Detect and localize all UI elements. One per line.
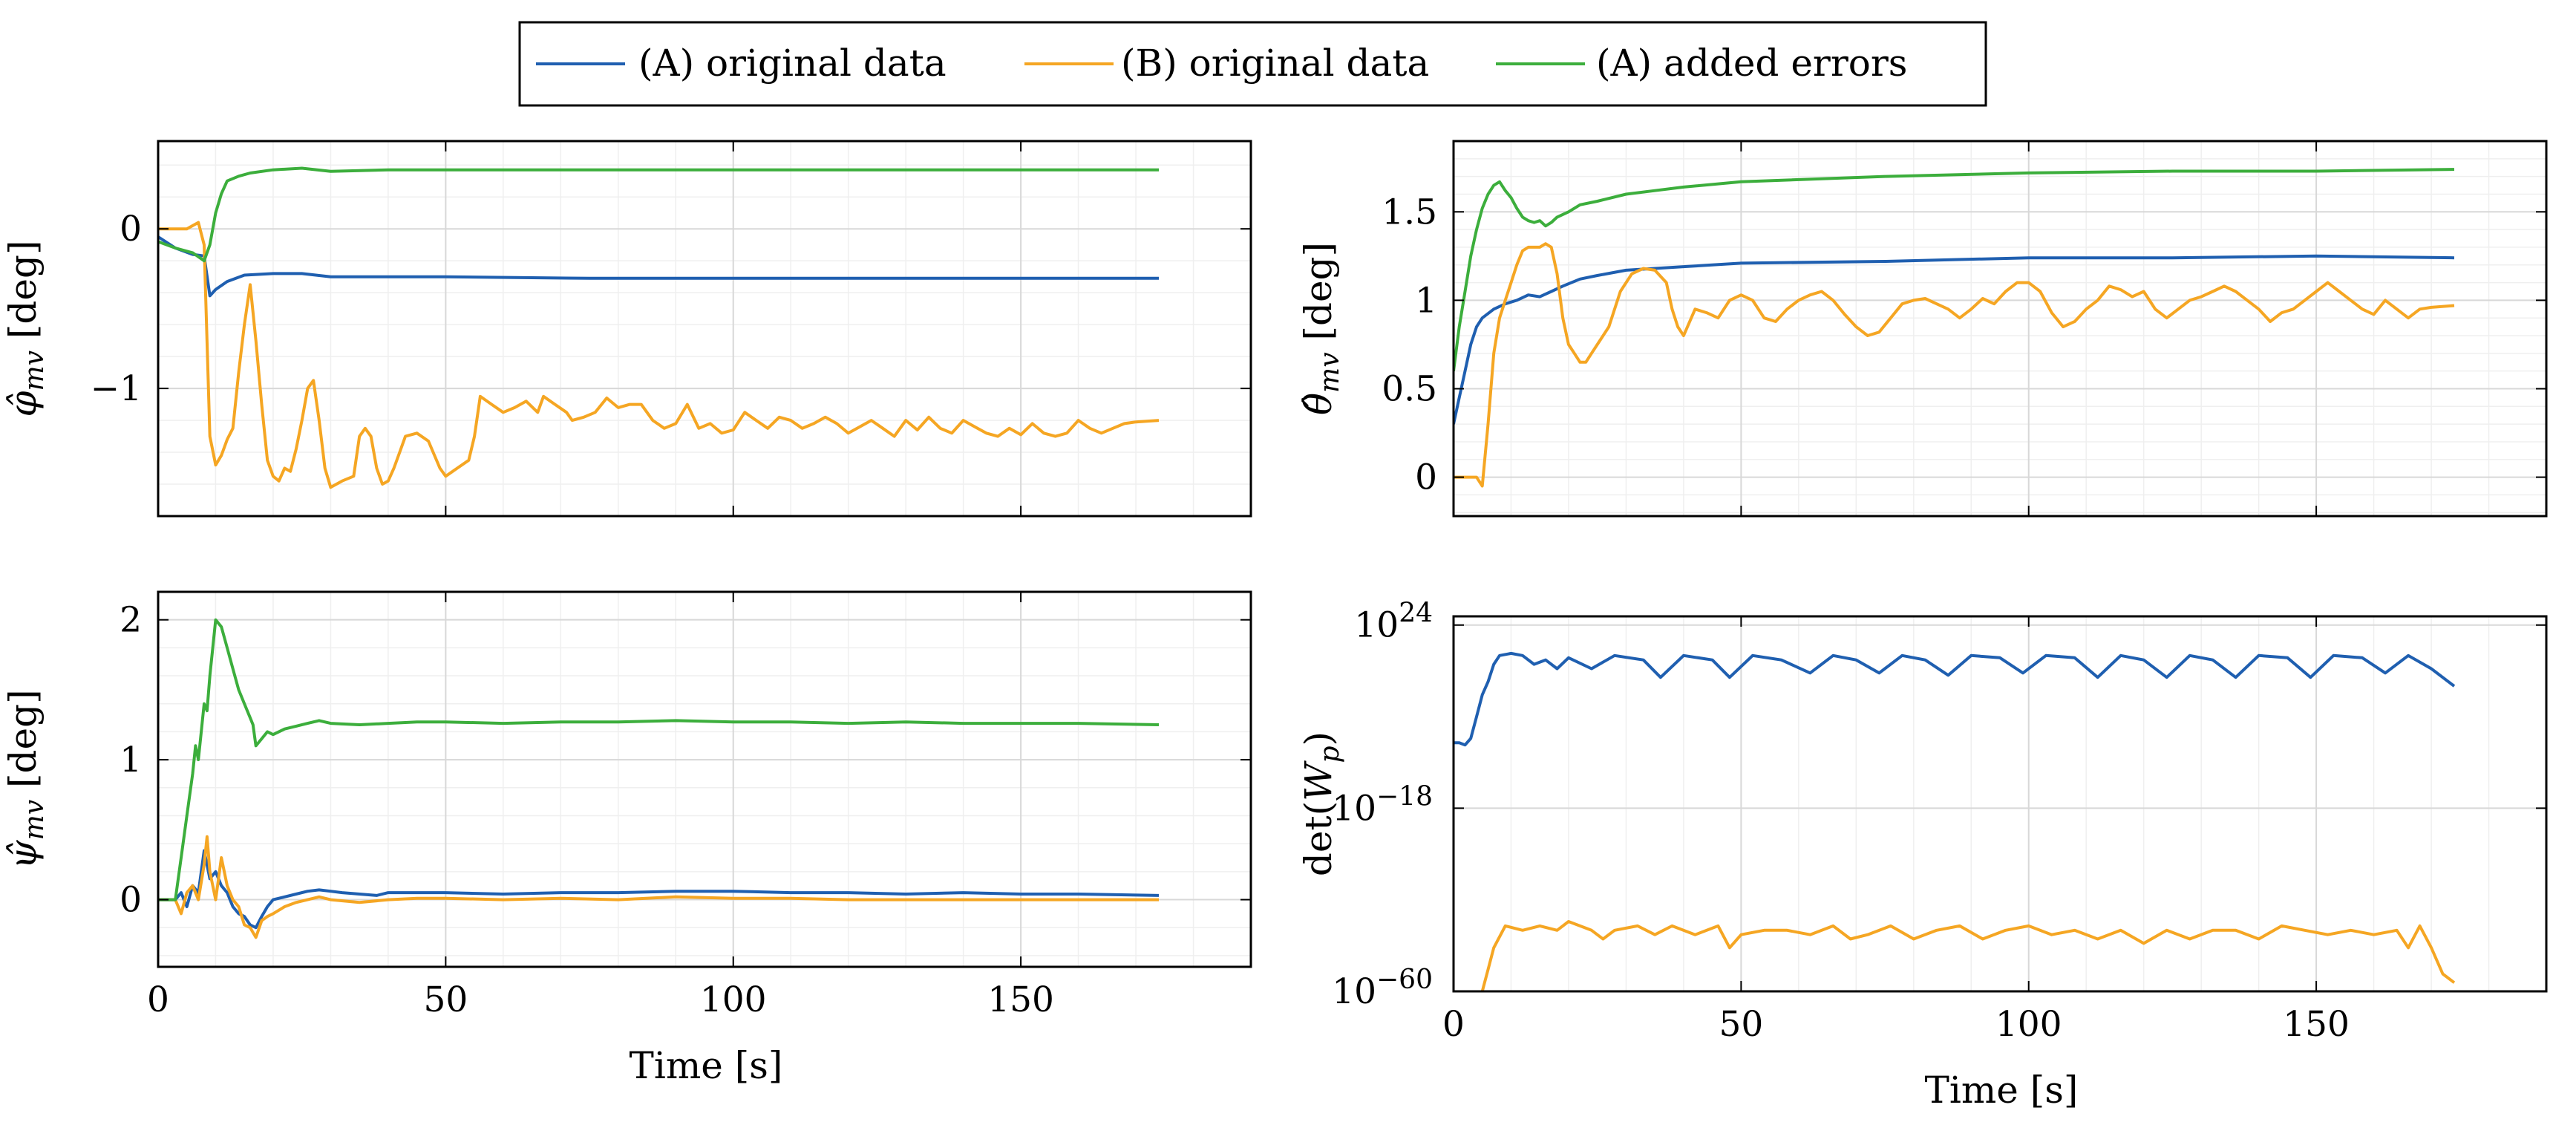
y-tick-label: 1024 [1354, 599, 1433, 646]
y-axis-label: θ̂mv [deg] [1297, 242, 1345, 415]
series-line-2 [158, 835, 1159, 939]
plot-psi: 0 50 100 150 0 1 2 Time [s] ψ̂mv [deg] [1, 590, 1252, 1087]
x-tick-label: 150 [2283, 1004, 2350, 1045]
y-axis-label: φ̂mv [deg] [1, 240, 50, 417]
y-tick-label: 0 [1415, 457, 1437, 498]
legend-label-a-original: (A) original data [638, 42, 947, 85]
y-tick-label: −1 [91, 368, 142, 409]
series-line-2 [1480, 920, 2456, 991]
x-tick-label: 50 [1719, 1004, 1763, 1045]
plot-det: 0 50 100 150 1024 10−18 10−60 Time [s] det(Wp) [1297, 599, 2548, 1112]
series-line-1 [1454, 254, 2455, 425]
legend-label-b-original: (B) original data [1121, 42, 1429, 85]
y-tick-label: 0 [120, 880, 142, 921]
plot-area [158, 592, 1251, 967]
y-tick-label: 1 [120, 740, 142, 780]
series-line-3 [158, 166, 1159, 263]
plot-area [1454, 141, 2546, 516]
plot-phi: 0 −1 φ̂mv [deg] [1, 140, 1252, 518]
y-tick-label: 10−60 [1332, 965, 1433, 1012]
y-tick-label: 0.5 [1382, 368, 1437, 409]
y-axis-label: det(Wp) [1297, 731, 1345, 876]
plot-frame [157, 590, 1252, 968]
y-tick-label: 0 [120, 209, 142, 250]
x-tick-label: 0 [147, 979, 169, 1020]
legend: (A) original data (B) original data (A) … [518, 21, 1987, 107]
y-tick-label: 2 [120, 600, 142, 641]
y-tick-label: 10−18 [1332, 781, 1433, 829]
plot-theta: 0 0.5 1 1.5 θ̂mv [deg] [1297, 140, 2548, 518]
series-line-2 [158, 221, 1160, 489]
x-axis-label: Time [s] [1925, 1069, 2079, 1112]
series-line-1 [158, 235, 1159, 298]
series-line-3 [1454, 168, 2455, 371]
y-tick-label: 1.5 [1382, 192, 1437, 232]
series-line-2 [1454, 242, 2455, 488]
x-tick-label: 0 [1442, 1004, 1465, 1045]
x-axis-label: Time [s] [630, 1044, 783, 1087]
series-line-3 [158, 618, 1160, 901]
x-tick-label: 100 [700, 979, 767, 1020]
plot-frame [157, 140, 1252, 518]
x-tick-label: 50 [423, 979, 468, 1020]
plot-area [158, 141, 1251, 516]
plot-frame [1452, 615, 2548, 993]
legend-box [518, 21, 1987, 107]
y-axis-label: ψ̂mv [deg] [1, 689, 50, 869]
x-tick-label: 100 [1995, 1004, 2062, 1045]
legend-label-a-errors: (A) added errors [1596, 42, 1907, 85]
x-tick-label: 150 [987, 979, 1054, 1020]
plot-area [1454, 616, 2546, 991]
series-line-1 [1454, 651, 2456, 747]
y-tick-label: 1 [1415, 280, 1437, 321]
plot-frame [1452, 140, 2548, 518]
